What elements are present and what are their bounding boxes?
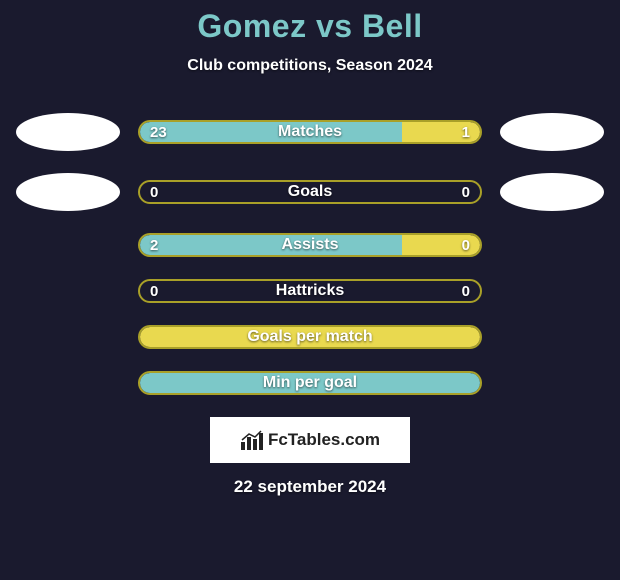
page-title: Gomez vs Bell: [0, 8, 620, 45]
bar-fill-left: [140, 235, 402, 255]
comparison-card: Gomez vs Bell Club competitions, Season …: [0, 0, 620, 497]
stat-label: Goals: [288, 183, 332, 201]
player-avatar-left: [16, 173, 120, 211]
stat-bar: 0 Goals 0: [138, 180, 482, 204]
avatar-spacer: [16, 325, 120, 349]
brand-badge: FcTables.com: [210, 417, 410, 463]
avatar-spacer: [500, 279, 604, 303]
stat-value-right: 0: [462, 237, 470, 254]
stat-label: Matches: [278, 123, 342, 141]
stat-label: Min per goal: [263, 374, 357, 392]
stat-bar: Goals per match: [138, 325, 482, 349]
stat-row: 0 Goals 0: [0, 173, 620, 211]
stat-label: Goals per match: [247, 328, 372, 346]
bar-fill-left: [140, 122, 402, 142]
stat-bar: 0 Hattricks 0: [138, 279, 482, 303]
stat-value-right: 0: [462, 184, 470, 201]
stat-row: Goals per match: [0, 325, 620, 349]
stat-row: Min per goal: [0, 371, 620, 395]
brand-text: FcTables.com: [268, 430, 380, 450]
player-avatar-right: [500, 113, 604, 151]
stat-bar: 23 Matches 1: [138, 120, 482, 144]
avatar-spacer: [500, 325, 604, 349]
subtitle: Club competitions, Season 2024: [0, 57, 620, 75]
player-avatar-left: [16, 113, 120, 151]
avatar-spacer: [16, 279, 120, 303]
brand-chart-icon: [240, 430, 264, 450]
player-avatar-right: [500, 173, 604, 211]
stat-row: 2 Assists 0: [0, 233, 620, 257]
avatar-spacer: [500, 371, 604, 395]
stat-bar: 2 Assists 0: [138, 233, 482, 257]
date-line: 22 september 2024: [0, 477, 620, 497]
avatar-spacer: [16, 371, 120, 395]
stat-value-right: 1: [462, 124, 470, 141]
stat-rows: 23 Matches 1 0 Goals 0 2 Assists 0 0 Hattricks 0 Goa…: [0, 113, 620, 395]
avatar-spacer: [500, 233, 604, 257]
stat-row: 0 Hattricks 0: [0, 279, 620, 303]
stat-value-left: 0: [150, 283, 158, 300]
stat-value-left: 0: [150, 184, 158, 201]
stat-value-left: 23: [150, 124, 167, 141]
stat-row: 23 Matches 1: [0, 113, 620, 151]
stat-bar: Min per goal: [138, 371, 482, 395]
avatar-spacer: [16, 233, 120, 257]
stat-value-right: 0: [462, 283, 470, 300]
stat-label: Assists: [282, 236, 339, 254]
stat-value-left: 2: [150, 237, 158, 254]
stat-label: Hattricks: [276, 282, 344, 300]
